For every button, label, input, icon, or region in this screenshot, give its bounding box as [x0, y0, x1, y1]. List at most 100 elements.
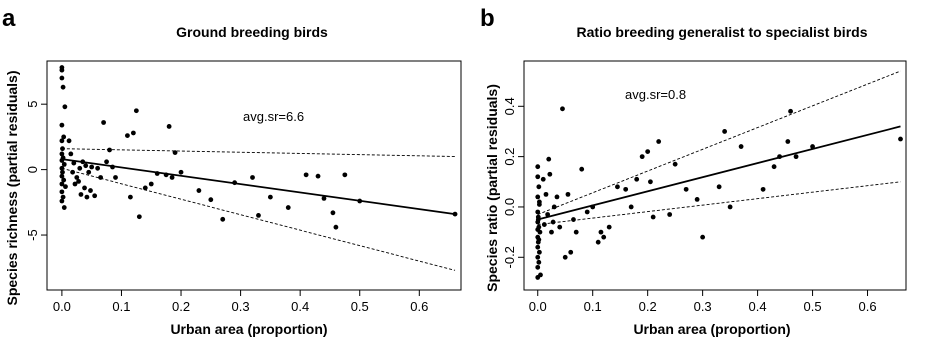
panel-a-data-point [95, 165, 101, 171]
panel-b-ci-lower-line [537, 181, 901, 226]
panel-a-x-tick-label: 0.6 [410, 299, 428, 314]
panel-a-data-point [59, 165, 65, 171]
panel-b-data-point [535, 227, 541, 233]
panel-a-y-tick-label: 0 [25, 166, 40, 173]
panel-a-data-point [169, 175, 175, 180]
panel-a-data-point [101, 120, 106, 125]
panel-b-x-tick-label: 0.5 [804, 299, 822, 314]
panel-b-x-tick-label: 0.4 [749, 299, 767, 314]
panel-b-fit-line [537, 125, 901, 221]
panel-b-data-point [551, 204, 557, 210]
panel-b-data-point [541, 222, 547, 227]
panel-b-data-point [788, 108, 793, 114]
panel-b-data-point [793, 154, 799, 160]
panel-a-y-axis-title: Species richness (partial residuals) [4, 71, 20, 306]
panel-a-data-point [68, 151, 74, 157]
panel-a-data-point [60, 194, 66, 200]
panel-b-data-point [598, 229, 604, 235]
panel-b-data-point [535, 209, 541, 215]
panel-a-data-point [330, 210, 336, 216]
panel-a-data-point [452, 211, 458, 217]
panel-b-data-point [536, 199, 542, 205]
panel-a-data-point [59, 181, 65, 187]
panel-a-data-point [232, 180, 238, 186]
panel-a-data-point [166, 124, 172, 129]
panel-b-data-point [716, 184, 722, 190]
panel-b-data-point [700, 234, 706, 240]
panel-a-data-point [333, 224, 339, 230]
panel-b-data-point [546, 156, 552, 162]
panel-b-data-point [573, 229, 579, 235]
panel-b-data-point [601, 234, 607, 240]
panel-b-data-point [545, 212, 551, 217]
panel-a-data-point [59, 138, 65, 144]
panel-b-data-point [535, 217, 541, 222]
panel-b-data-point [562, 254, 568, 260]
panel-a-data-point [59, 173, 65, 179]
panel-a-data-point [82, 185, 87, 191]
panel-a-data-point [62, 104, 68, 110]
panel-a-data-point [321, 196, 327, 201]
panel-b-data-point [584, 209, 590, 215]
panel-a-data-point [208, 197, 214, 203]
panel-b-ci-upper-line [537, 70, 901, 215]
panel-a-data-point [59, 158, 65, 163]
panel-b-data-point [898, 136, 903, 142]
panel-b-data-point [550, 219, 556, 225]
panel-b-data-point [628, 204, 634, 210]
panel-b-data-point [667, 212, 673, 217]
panel-b-data-point [590, 204, 596, 210]
panel-b-data-point [560, 106, 565, 112]
panel-a-data-point [127, 194, 133, 200]
panel-a-fit-line [61, 158, 456, 215]
panel-a-data-point [83, 163, 89, 169]
panel-b-data-point [579, 166, 585, 172]
panel-a-y-tick-label: 5 [25, 101, 40, 108]
panel-b-x-tick-label: 0.3 [694, 299, 712, 314]
panel-a: a Ground breeding birds Urban area (prop… [2, 5, 462, 337]
panel-b-x-axis-title: Urban area (proportion) [633, 321, 790, 337]
panel-b-data-point [722, 129, 728, 134]
panel-b-avg-annotation: avg.sr=0.8 [625, 87, 686, 102]
panel-b-data-point [645, 149, 651, 154]
panel-b-data-point [683, 186, 689, 192]
panel-b-x-tick-label: 0.2 [639, 299, 657, 314]
panel-a-plot-frame [46, 60, 462, 291]
panel-a-data-point [59, 67, 65, 73]
panel-a-data-point [60, 146, 65, 152]
panel-b-data-point [606, 224, 612, 230]
panel-a-data-point [98, 175, 104, 180]
panel-a-data-point [70, 169, 76, 175]
panel-a-data-point [77, 165, 83, 171]
panel-a-data-point [61, 177, 67, 183]
panel-a-data-point [61, 205, 67, 210]
panel-a-data-point [59, 198, 65, 204]
panel-a-data-point [61, 134, 67, 140]
panel-b-data-point [549, 229, 554, 235]
panel-a-data-point [125, 133, 130, 138]
panel-b-data-point [565, 191, 571, 197]
panel-a-data-point [80, 159, 86, 165]
panel-b-data-point [623, 186, 629, 192]
panel-b-y-tick-label: -0.2 [502, 246, 517, 268]
panel-b-y-axis-title: Species ratio (partial residuals) [484, 84, 500, 292]
panel-a-data-point [59, 75, 65, 81]
panel-a-x-tick-label: 0.3 [232, 299, 250, 314]
panel-a-x-tick-label: 0.5 [351, 299, 369, 314]
panel-a-data-point [154, 171, 160, 176]
panel-b-data-point [535, 264, 541, 270]
panel-a-data-point [89, 164, 95, 170]
panel-b-data-point [656, 139, 662, 144]
panel-a-x-tick-label: 0.2 [172, 299, 190, 314]
panel-b-data-point [672, 161, 678, 167]
panel-a-data-point [220, 216, 226, 222]
panel-b-plot-area: 0.0 0.1 0.2 0.3 0.4 0.5 0.6 -0.2 0.0 0.2 0.4 [502, 60, 907, 314]
panel-b-data-point [536, 237, 542, 243]
panel-a-data-point [84, 194, 90, 200]
panel-a-data-point [72, 181, 78, 187]
panel-a-data-point [148, 181, 154, 187]
panel-b-data-point [650, 214, 656, 220]
panel-b-data-point [615, 184, 620, 190]
panel-b-data-point [536, 249, 542, 255]
panel-a-data-point [110, 164, 115, 170]
